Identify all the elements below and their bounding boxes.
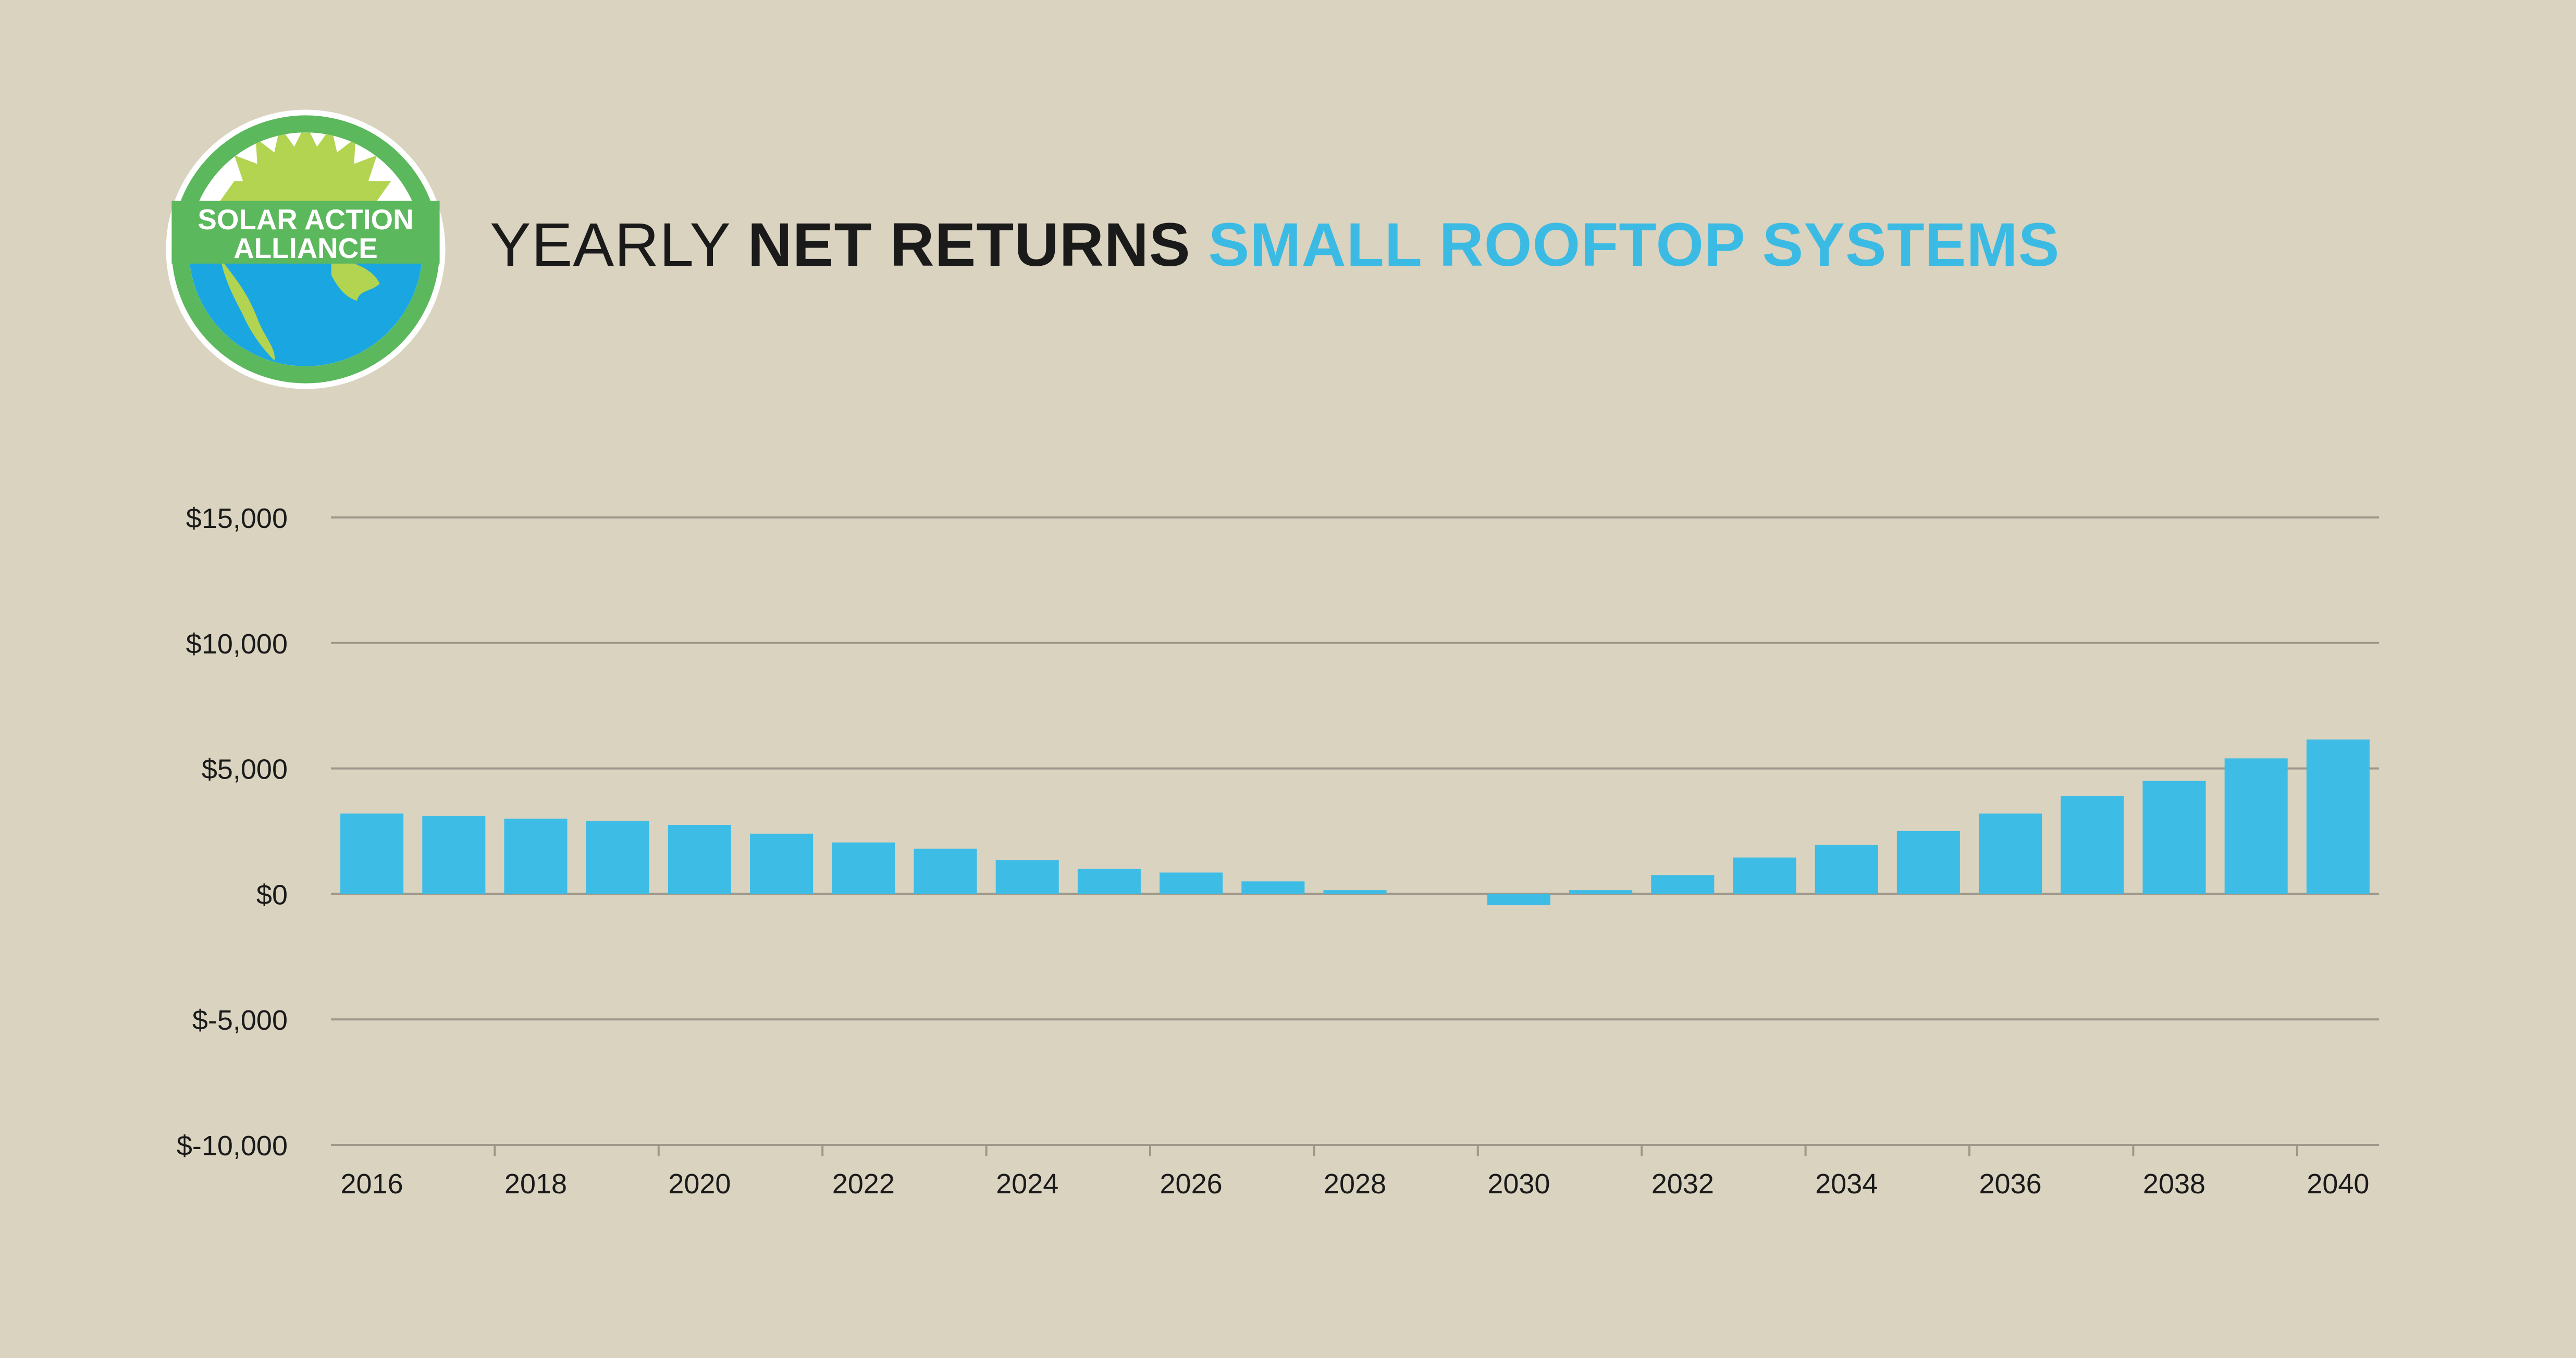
solar-action-alliance-logo: SOLAR ACTION ALLIANCE (166, 109, 446, 389)
bars (340, 739, 2370, 906)
bar-2032 (1651, 875, 1715, 894)
bar-2021 (750, 833, 814, 894)
bar-2018 (504, 818, 568, 894)
bar-2035 (1896, 831, 1960, 894)
logo-line2: ALLIANCE (233, 232, 377, 264)
y-tick-label: $5,000 (202, 754, 288, 785)
title-part-yearly: YEARLY (490, 211, 730, 279)
bar-2027 (1241, 881, 1305, 894)
x-tick-label: 2028 (1324, 1168, 1386, 1200)
x-tick-label: 2018 (504, 1168, 567, 1200)
bar-2038 (2142, 781, 2206, 894)
bar-2028 (1323, 890, 1387, 894)
x-axis: 2016 2018 2020 2022 2024 2026 2028 2030 2032 2034… (341, 1145, 2369, 1200)
x-tick-label: 2020 (668, 1168, 731, 1200)
x-tick-label: 2036 (1979, 1168, 2042, 1200)
x-tick-label: 2040 (2307, 1168, 2369, 1200)
bar-2034 (1815, 845, 1878, 894)
x-tick-label: 2032 (1651, 1168, 1714, 1200)
x-tick-label: 2034 (1815, 1168, 1878, 1200)
bar-2024 (995, 860, 1059, 894)
logo-line1: SOLAR ACTION (198, 203, 413, 236)
bar-2020 (668, 824, 731, 894)
y-tick-label: $-10,000 (177, 1130, 288, 1162)
bar-2019 (586, 821, 649, 894)
bar-2031 (1569, 890, 1633, 894)
y-tick-label: $-5,000 (192, 1005, 288, 1036)
bar-2039 (2224, 758, 2288, 894)
bar-2033 (1733, 857, 1796, 894)
bar-2017 (422, 816, 486, 894)
bar-2025 (1077, 869, 1141, 894)
bar-2040 (2306, 739, 2370, 894)
x-tick-label: 2030 (1487, 1168, 1550, 1200)
y-tick-label: $0 (256, 879, 288, 910)
y-tick-label: $10,000 (186, 628, 288, 660)
bar-2022 (832, 842, 895, 894)
title-part-small-rooftop: SMALL ROOFTOP SYSTEMS (1208, 211, 2060, 279)
x-tick-label: 2026 (1160, 1168, 1223, 1200)
chart-title: YEARLY NET RETURNS SMALL ROOFTOP SYSTEMS (490, 206, 2060, 284)
bar-2030 (1487, 894, 1550, 906)
x-tick-label: 2038 (2143, 1168, 2205, 1200)
logo-banner (171, 201, 440, 264)
bar-2037 (2061, 796, 2124, 894)
bar-2023 (914, 848, 977, 894)
x-tick-label: 2024 (996, 1168, 1058, 1200)
y-axis-labels: $15,000 $10,000 $5,000 $0 $-5,000 $-10,000 (177, 503, 288, 1162)
bar-2026 (1160, 872, 1223, 894)
y-tick-label: $15,000 (186, 503, 288, 534)
bar-2016 (340, 813, 404, 894)
x-tick-label: 2022 (832, 1168, 895, 1200)
bar-2036 (1979, 813, 2042, 894)
title-part-net-returns: NET RETURNS (747, 211, 1191, 279)
x-tick-label: 2016 (341, 1168, 403, 1200)
